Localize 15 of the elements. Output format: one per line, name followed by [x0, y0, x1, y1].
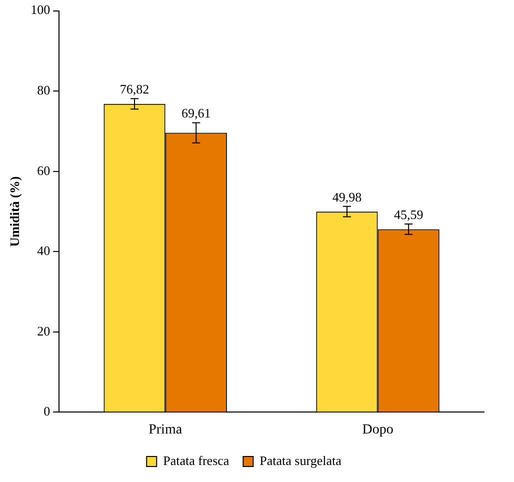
data-label: 49,98: [332, 189, 362, 204]
legend-label: Patata fresca: [163, 452, 230, 468]
y-tick-label: 20: [37, 323, 50, 338]
y-axis-title: Umidità (%): [7, 176, 22, 247]
data-label: 76,82: [120, 82, 150, 97]
data-label: 69,61: [182, 106, 211, 121]
y-tick-label: 0: [44, 404, 50, 419]
legend-label: Patata surgelata: [260, 452, 342, 468]
x-tick-label: Prima: [148, 422, 183, 438]
y-tick-label: 80: [37, 82, 50, 98]
y-tick-label: 40: [37, 243, 50, 258]
x-tick-label: Dopo: [362, 422, 394, 438]
y-tick-label: 100: [30, 2, 50, 18]
y-tick-label: 60: [37, 162, 50, 178]
data-label: 45,59: [394, 206, 424, 222]
